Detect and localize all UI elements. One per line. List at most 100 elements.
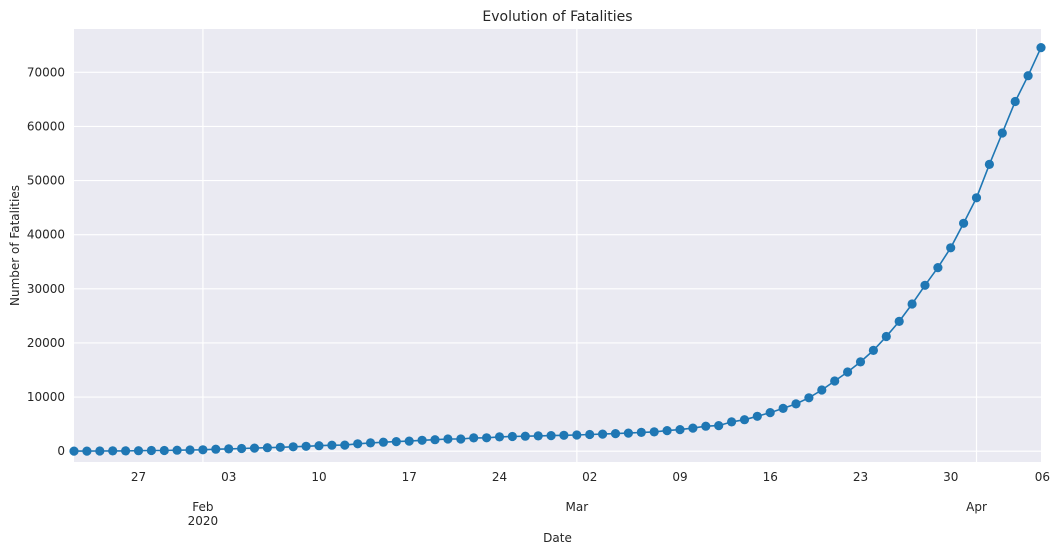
data-point — [533, 431, 543, 441]
data-point — [249, 443, 260, 453]
data-point — [146, 445, 156, 456]
data-point — [701, 421, 711, 431]
y-tick-label: 40000 — [27, 228, 65, 242]
x-minor-tick-label: 02 — [582, 470, 597, 484]
x-minor-tick-label: 30 — [943, 470, 958, 484]
data-point — [714, 421, 724, 431]
data-point — [108, 446, 118, 456]
y-tick-label: 70000 — [27, 65, 65, 79]
y-tick-label: 50000 — [27, 174, 65, 188]
data-point — [585, 429, 595, 440]
data-point — [520, 431, 530, 441]
data-point — [649, 427, 659, 437]
data-point — [984, 159, 995, 169]
data-point — [675, 425, 685, 435]
data-point — [172, 445, 182, 455]
data-point — [378, 437, 388, 447]
data-point — [456, 434, 466, 444]
data-point — [959, 218, 969, 228]
data-point — [971, 193, 982, 203]
data-point — [752, 411, 762, 421]
x-minor-tick-label: 17 — [402, 470, 417, 484]
data-point — [610, 429, 621, 439]
data-point — [662, 426, 672, 436]
data-point — [314, 441, 324, 451]
data-point — [417, 435, 427, 445]
y-tick-label: 10000 — [27, 390, 65, 404]
data-point — [572, 430, 582, 440]
data-point — [121, 446, 131, 456]
series-points-group — [69, 43, 1046, 456]
data-point — [365, 438, 376, 448]
data-point — [778, 403, 788, 413]
data-point — [1010, 96, 1020, 107]
data-point — [598, 429, 608, 439]
data-point — [404, 436, 414, 446]
data-point — [739, 415, 750, 425]
data-point — [275, 442, 285, 452]
data-point — [224, 444, 234, 454]
data-point — [727, 417, 737, 427]
y-axis-ticks: 0 10000 20000 30000 40000 50000 60000 70000 — [27, 65, 65, 458]
data-point — [262, 443, 272, 453]
data-point — [1036, 43, 1046, 53]
data-point — [69, 446, 79, 456]
data-point — [907, 299, 917, 309]
x-major-tick-label: Mar — [566, 500, 589, 514]
data-point — [469, 433, 479, 443]
x-minor-tick-label: 10 — [311, 470, 326, 484]
data-point — [340, 440, 350, 450]
series-line — [74, 47, 1042, 452]
y-axis-title: Number of Fatalities — [8, 185, 22, 306]
data-point — [82, 446, 92, 456]
data-point — [288, 442, 298, 452]
data-point — [636, 427, 646, 437]
x-minor-tick-label: 16 — [763, 470, 778, 484]
y-tick-label: 20000 — [27, 336, 65, 350]
data-point — [301, 441, 311, 451]
data-point — [507, 431, 517, 442]
plot-background — [74, 29, 1041, 462]
x-minor-tick-label: 06 — [1035, 470, 1050, 484]
data-point — [855, 357, 866, 367]
data-point — [765, 408, 775, 418]
data-point — [494, 432, 505, 442]
series-line-group — [74, 47, 1042, 452]
data-point — [623, 428, 634, 438]
data-point — [804, 393, 814, 403]
data-point — [933, 263, 943, 273]
data-point — [920, 280, 930, 290]
grid-lines — [74, 29, 1041, 462]
chart-title: Evolution of Fatalities — [482, 9, 632, 25]
x-axis-title: Date — [543, 531, 572, 545]
data-point — [817, 385, 827, 395]
data-point — [843, 367, 853, 377]
x-minor-tick-label: 27 — [131, 470, 146, 484]
y-tick-label: 0 — [57, 444, 65, 458]
data-point — [391, 437, 401, 447]
x-minor-tick-label: 03 — [221, 470, 236, 484]
data-point — [868, 345, 879, 355]
data-point — [482, 433, 492, 443]
data-point — [546, 431, 556, 441]
data-point — [237, 443, 247, 454]
data-point — [791, 399, 801, 409]
data-point — [688, 423, 698, 433]
x-major-tick-label: Feb — [192, 500, 213, 514]
data-point — [1023, 71, 1033, 81]
y-tick-label: 30000 — [27, 282, 65, 296]
x-minor-tick-label: 24 — [492, 470, 507, 484]
data-point — [559, 430, 569, 440]
data-point — [353, 439, 363, 449]
data-point — [946, 243, 956, 253]
data-point — [830, 376, 840, 386]
x-major-tick-sublabel: 2020 — [188, 514, 219, 528]
x-minor-tick-label: 09 — [672, 470, 687, 484]
data-point — [211, 444, 221, 454]
data-point — [443, 434, 453, 444]
data-point — [881, 331, 891, 342]
data-point — [198, 445, 208, 455]
data-point — [95, 446, 105, 456]
